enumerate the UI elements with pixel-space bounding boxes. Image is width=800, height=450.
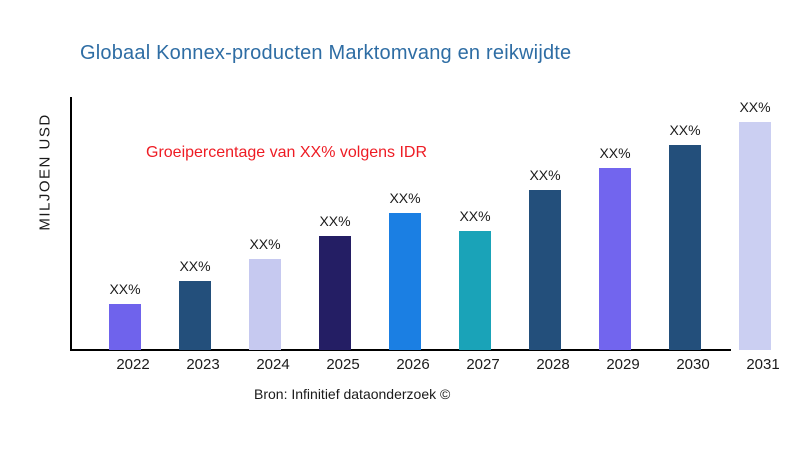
bar-value-label-2029: XX% <box>599 145 631 161</box>
x-tick-label-2024: 2024 <box>256 356 290 373</box>
x-tick-label-2031: 2031 <box>746 356 780 373</box>
bar-2023 <box>179 281 211 350</box>
bar-value-label-2027: XX% <box>459 208 491 224</box>
bar-value-label-2028: XX% <box>529 167 561 183</box>
bar-2028 <box>529 190 561 350</box>
bar-2030 <box>669 145 701 350</box>
growth-rate-annotation: Groeipercentage van XX% volgens IDR <box>146 144 428 161</box>
x-tick-label-2022: 2022 <box>116 356 150 373</box>
bar-2029 <box>599 168 631 350</box>
bar-2031 <box>739 122 771 350</box>
bar-2022 <box>109 304 141 350</box>
x-tick-label-2029: 2029 <box>606 356 640 373</box>
y-axis-line <box>70 97 72 351</box>
x-axis-line <box>70 349 731 351</box>
source-caption: Bron: Infinitief dataonderzoek © <box>254 386 451 402</box>
bar-2026 <box>389 213 421 350</box>
y-axis-label: MILJOEN USD <box>36 113 54 231</box>
bar-2025 <box>319 236 351 350</box>
bar-value-label-2025: XX% <box>319 213 351 229</box>
bar-value-label-2022: XX% <box>109 281 141 297</box>
x-tick-label-2026: 2026 <box>396 356 430 373</box>
bar-value-label-2031: XX% <box>739 99 771 115</box>
x-tick-label-2028: 2028 <box>536 356 570 373</box>
bar-2027 <box>459 231 491 350</box>
x-tick-label-2023: 2023 <box>186 356 220 373</box>
bar-2024 <box>249 259 281 350</box>
chart-title: Globaal Konnex-producten Marktomvang en … <box>80 42 572 64</box>
bar-value-label-2023: XX% <box>179 258 211 274</box>
x-tick-label-2030: 2030 <box>676 356 710 373</box>
bar-value-label-2026: XX% <box>389 190 421 206</box>
x-tick-label-2025: 2025 <box>326 356 360 373</box>
bar-value-label-2024: XX% <box>249 236 281 252</box>
x-tick-label-2027: 2027 <box>466 356 500 373</box>
bar-value-label-2030: XX% <box>669 122 701 138</box>
